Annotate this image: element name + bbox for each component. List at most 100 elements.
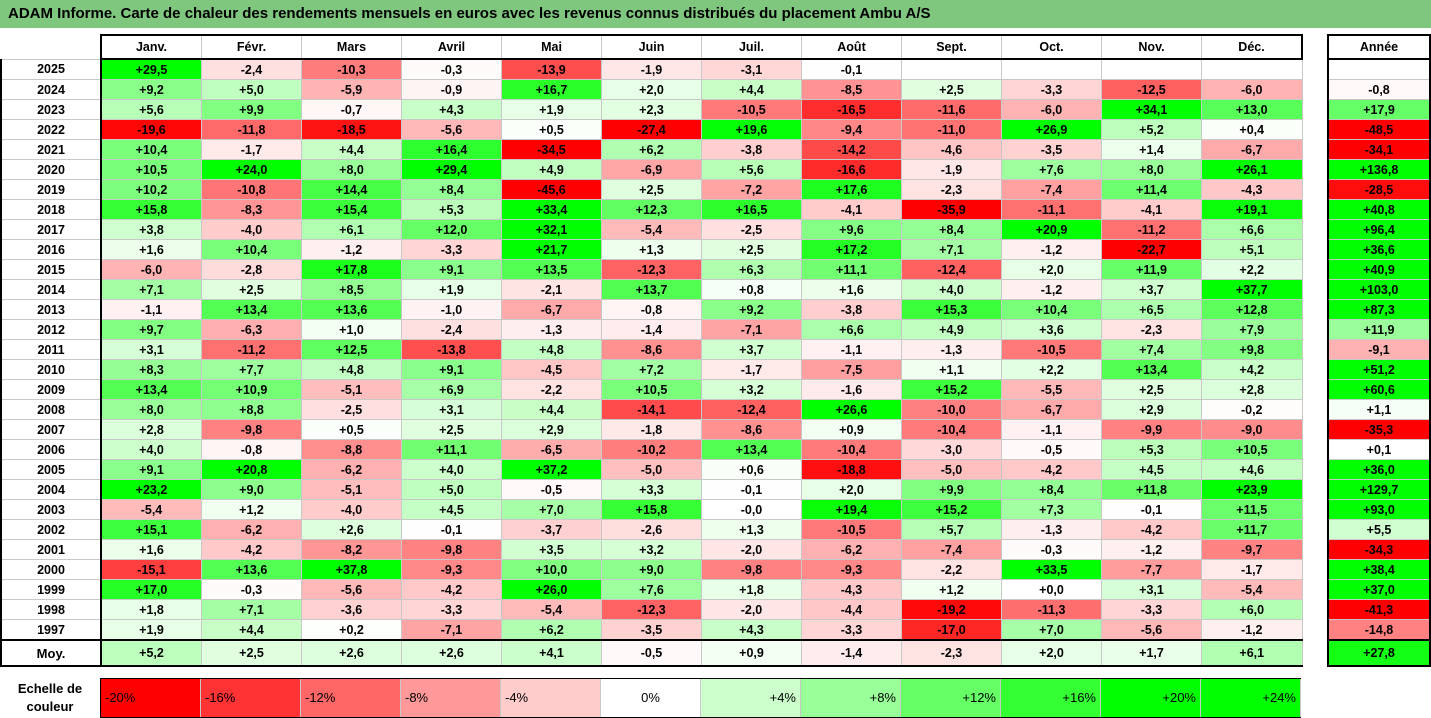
heatmap-cell: +2,5 xyxy=(201,279,302,300)
heatmap-cell: -11,3 xyxy=(1001,599,1102,620)
heatmap-row-2024: 2024 +9,2 +5,0 -5,9 -0,9 +16,7 +2,0 +4,4 -8,5 +2,… xyxy=(0,79,1303,100)
annual-row-2006: +0,1 xyxy=(1327,439,1431,460)
heatmap-cell: +10,4 xyxy=(201,239,302,260)
row-year-label: 1999 xyxy=(0,579,102,600)
heatmap-cell: -3,8 xyxy=(701,139,802,160)
heatmap-cell: +0,2 xyxy=(301,619,402,641)
heatmap-cell: -27,4 xyxy=(601,119,702,140)
heatmap-cell: -9,8 xyxy=(701,559,802,580)
heatmap-cell: +26,6 xyxy=(801,399,902,420)
heatmap-cell: -9,4 xyxy=(801,119,902,140)
annual-row-2002: +5,5 xyxy=(1327,519,1431,540)
annual-row-2011: -9,1 xyxy=(1327,339,1431,360)
heatmap-cell: +2,5 xyxy=(701,239,802,260)
heatmap-cell: +5,6 xyxy=(701,159,802,180)
row-year-label: 2006 xyxy=(0,439,102,460)
annual-cell: -28,5 xyxy=(1327,179,1431,200)
row-year-label: 2020 xyxy=(0,159,102,180)
annual-cell: +17,9 xyxy=(1327,99,1431,120)
heatmap-cell: -7,1 xyxy=(701,319,802,340)
heatmap-cell: -8,3 xyxy=(201,199,302,220)
heatmap-cell: +8,0 xyxy=(100,399,202,420)
heatmap-cell: +6,6 xyxy=(1201,219,1303,240)
heatmap-cell: -5,4 xyxy=(100,499,202,520)
average-cell: +4,1 xyxy=(501,639,602,667)
heatmap-cell: +8,4 xyxy=(401,179,502,200)
heatmap-cell: -2,3 xyxy=(901,179,1002,200)
heatmap-cell: +15,2 xyxy=(901,379,1002,400)
color-scale-cell: -8% xyxy=(401,679,501,717)
heatmap-cell: -8,6 xyxy=(601,339,702,360)
heatmap-cell: +0,6 xyxy=(701,459,802,480)
heatmap-cell: +7,4 xyxy=(1101,339,1202,360)
heatmap-cell: +4,0 xyxy=(901,279,1002,300)
heatmap-cell: -12,4 xyxy=(701,399,802,420)
heatmap-cell: +17,8 xyxy=(301,259,402,280)
heatmap-cell: +9,9 xyxy=(901,479,1002,500)
heatmap-row-2007: 2007 +2,8 -9,8 +0,5 +2,5 +2,9 -1,8 -8,6 +0,9 -10,… xyxy=(0,419,1303,440)
heatmap-row-1998: 1998 +1,8 +7,1 -3,6 -3,3 -5,4 -12,3 -2,0 -4,4 -19… xyxy=(0,599,1303,620)
annual-row-2020: +136,8 xyxy=(1327,159,1431,180)
annual-row-2013: +87,3 xyxy=(1327,299,1431,320)
heatmap-row-2016: 2016 +1,6 +10,4 -1,2 -3,3 +21,7 +1,3 +2,5 +17,2 +… xyxy=(0,239,1303,260)
color-scale-cell: -20% xyxy=(101,679,201,717)
heatmap-cell: -0,1 xyxy=(701,479,802,500)
heatmap-cell: -45,6 xyxy=(501,179,602,200)
heatmap-cell: +1,6 xyxy=(100,539,202,560)
heatmap-cell: +2,5 xyxy=(601,179,702,200)
heatmap-cell: +3,5 xyxy=(501,539,602,560)
color-scale-cell: +12% xyxy=(901,679,1001,717)
average-cell: -1,4 xyxy=(801,639,902,667)
heatmap-row-2006: 2006 +4,0 -0,8 -8,8 +11,1 -6,5 -10,2 +13,4 -10,4… xyxy=(0,439,1303,460)
annual-row-1998: -41,3 xyxy=(1327,599,1431,620)
month-header-1: Janv. xyxy=(100,34,202,60)
heatmap-cell xyxy=(1201,58,1303,80)
heatmap-cell: +20,9 xyxy=(1001,219,1102,240)
heatmap-cell: +4,9 xyxy=(901,319,1002,340)
heatmap-cell: -35,9 xyxy=(901,199,1002,220)
heatmap-cell: -2,0 xyxy=(701,539,802,560)
heatmap-cell: +1,3 xyxy=(601,239,702,260)
heatmap-cell: +21,7 xyxy=(501,239,602,260)
heatmap-row-2012: 2012 +9,7 -6,3 +1,0 -2,4 -1,3 -1,4 -7,1 +6,6 +4,9… xyxy=(0,319,1303,340)
heatmap-cell: +19,6 xyxy=(701,119,802,140)
heatmap-cell: +11,4 xyxy=(1101,179,1202,200)
heatmap-cell: +15,4 xyxy=(301,199,402,220)
heatmap-cell: +11,9 xyxy=(1101,259,1202,280)
annual-row-2000: +38,4 xyxy=(1327,559,1431,580)
heatmap-cell: -0,3 xyxy=(1001,539,1102,560)
month-header-row: Janv. Févr. Mars Avril Mai Juin Juil. Août Sept.… xyxy=(1,34,1303,60)
annual-row-2014: +103,0 xyxy=(1327,279,1431,300)
heatmap-cell: -8,6 xyxy=(701,419,802,440)
heatmap-cell: +1,9 xyxy=(401,279,502,300)
heatmap-cell: -8,8 xyxy=(301,439,402,460)
heatmap-cell: -9,3 xyxy=(801,559,902,580)
heatmap-cell: -6,7 xyxy=(501,299,602,320)
heatmap-cell: -0,5 xyxy=(1001,439,1102,460)
color-scale-label: Echelle de couleur xyxy=(17,681,83,714)
heatmap-cell: -6,7 xyxy=(1201,139,1303,160)
annual-cell: -35,3 xyxy=(1327,419,1431,440)
heatmap-row-2009: 2009 +13,4 +10,9 -5,1 +6,9 -2,2 +10,5 +3,2 -1,6 +… xyxy=(0,379,1303,400)
heatmap-cell: -7,4 xyxy=(901,539,1002,560)
row-year-label: 2025 xyxy=(0,58,102,80)
heatmap-cell: +4,3 xyxy=(401,99,502,120)
heatmap-cell: -9,9 xyxy=(1101,419,1202,440)
heatmap-cell: +6,5 xyxy=(1101,299,1202,320)
heatmap-cell: -1,3 xyxy=(501,319,602,340)
heatmap-cell: +26,1 xyxy=(1201,159,1303,180)
heatmap-cell: +7,7 xyxy=(201,359,302,380)
heatmap-cell: +10,0 xyxy=(501,559,602,580)
heatmap-cell: -12,3 xyxy=(601,259,702,280)
heatmap-cell: -9,3 xyxy=(401,559,502,580)
month-header-2: Févr. xyxy=(201,34,302,60)
heatmap-cell: +4,4 xyxy=(501,399,602,420)
annual-cell: +1,1 xyxy=(1327,399,1431,420)
row-year-label: 2021 xyxy=(0,139,102,160)
heatmap-cell: -1,2 xyxy=(1201,619,1303,641)
annual-row-2009: +60,6 xyxy=(1327,379,1431,400)
heatmap-cell: -3,8 xyxy=(801,299,902,320)
heatmap-cell: +3,1 xyxy=(1101,579,1202,600)
heatmap-cell: +4,4 xyxy=(701,79,802,100)
color-scale-cell: -16% xyxy=(201,679,301,717)
